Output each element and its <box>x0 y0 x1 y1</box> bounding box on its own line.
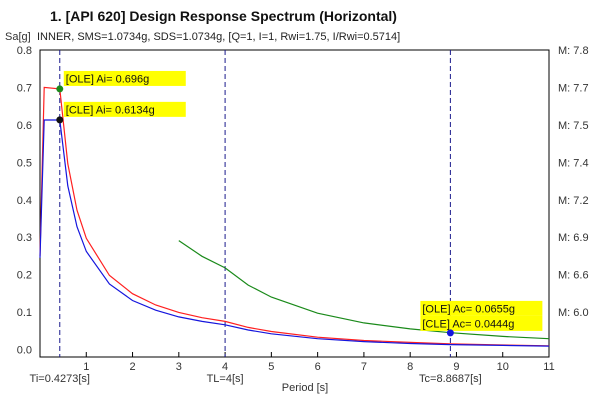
y-tick-labels: 0.0 0.1 0.2 0.3 0.4 0.5 0.6 0.7 0.8 <box>17 45 32 357</box>
right-axis-label: M: 6.9 <box>558 232 589 244</box>
annotations: [OLE] Ai= 0.696g [CLE] Ai= 0.6134g [OLE] A… <box>63 70 543 331</box>
plot-frame <box>39 49 550 358</box>
x-tick-label: 1 <box>83 361 89 373</box>
chart-subtitle: INNER, SMS=1.0734g, SDS=1.0734g, [Q=1, I… <box>37 31 400 43</box>
x-tick-label: 3 <box>176 361 182 373</box>
x-tick-label: 10 <box>497 361 509 373</box>
data-point-marker <box>446 329 454 337</box>
chart-title: 1. [API 620] Design Response Spectrum (H… <box>50 8 397 24</box>
x-axis-label: Period [s] <box>282 382 328 394</box>
x-tick-label: 2 <box>129 361 135 373</box>
right-axis-label: M: 6.6 <box>558 270 589 282</box>
x-tick-label: 6 <box>315 361 321 373</box>
y-tick-label: 0.2 <box>17 270 32 282</box>
y-tick-label: 0.1 <box>17 307 32 319</box>
x-tick-label: 4 <box>222 361 228 373</box>
annotation-text: [CLE] Ac= 0.0444g <box>422 318 514 330</box>
period-marker-label: Ti=0.4273[s] <box>30 373 90 385</box>
x-tick-label: 5 <box>268 361 274 373</box>
annotation-highlight <box>63 101 186 117</box>
y-tick-label: 0.3 <box>17 232 32 244</box>
annotation-highlight <box>420 315 543 331</box>
spectrum-series <box>39 86 550 347</box>
right-axis-label: M: 7.8 <box>558 45 589 57</box>
point-markers <box>56 85 454 337</box>
spectrum-series-line <box>39 119 550 347</box>
annotation-text: [OLE] Ac= 0.0655g <box>422 303 515 315</box>
data-point-marker <box>56 116 64 124</box>
right-axis-label: M: 7.7 <box>558 82 589 94</box>
x-tick-label: 7 <box>361 361 367 373</box>
annotation-highlight <box>63 70 186 86</box>
annotation-text: [OLE] Ai= 0.696g <box>66 73 149 85</box>
right-axis-label: M: 7.5 <box>558 120 589 132</box>
data-point-marker <box>56 85 64 93</box>
spectrum-series-line <box>178 240 550 340</box>
annotation-text: [CLE] Ai= 0.6134g <box>66 104 155 116</box>
right-axis-label: M: 7.4 <box>558 157 589 169</box>
x-tick-label: 8 <box>407 361 413 373</box>
y-tick-label: 0.8 <box>17 45 32 57</box>
period-marker-label: Tc=8.8687[s] <box>419 373 482 385</box>
y-tick-label: 0.7 <box>17 82 32 94</box>
right-axis-label: M: 6.0 <box>558 307 589 319</box>
right-axis-labels: M: 7.8 M: 7.7 M: 7.5 M: 7.4 M: 7.2 M: 6.9 M: 6… <box>558 45 589 319</box>
period-marker-label: TL=4[s] <box>207 373 244 385</box>
x-tick-label: 9 <box>453 361 459 373</box>
y-tick-label: 0.4 <box>17 195 32 207</box>
x-tick-labels: 1 2 3 4 5 6 7 8 9 10 11 <box>83 352 555 373</box>
right-axis-label: M: 7.2 <box>558 195 589 207</box>
x-tick-label: 11 <box>543 361 554 373</box>
y-tick-label: 0.5 <box>17 157 32 169</box>
y-axis-label: Sa[g] <box>5 31 31 43</box>
spectrum-series-line <box>39 86 550 347</box>
annotation-highlight <box>420 300 543 316</box>
period-markers: Ti=0.4273[s] TL=4[s] Tc=8.8687[s] <box>30 50 482 385</box>
y-tick-label: 0.0 <box>17 345 32 357</box>
y-tick-label: 0.6 <box>17 120 32 132</box>
